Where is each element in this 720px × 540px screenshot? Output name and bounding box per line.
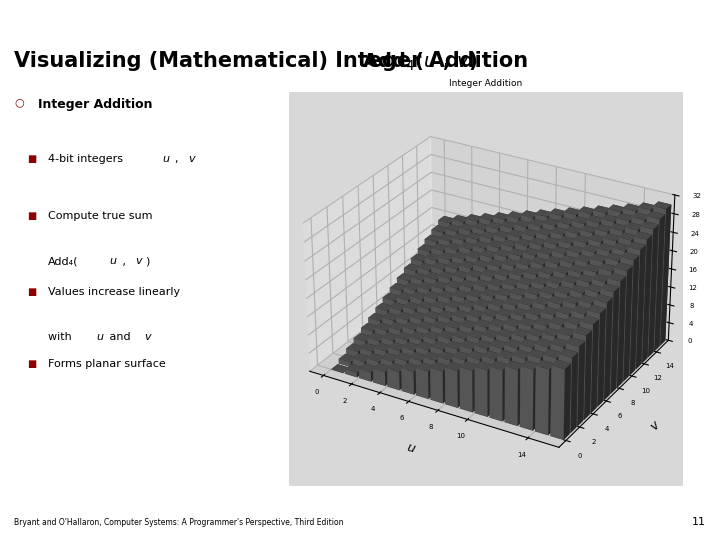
Text: v: v xyxy=(135,256,142,267)
Text: Add$_4$($\it{u}$ , $\it{v}$): Add$_4$($\it{u}$ , $\it{v}$) xyxy=(362,51,478,73)
Text: ■: ■ xyxy=(27,154,37,165)
Title: Integer Addition: Integer Addition xyxy=(449,79,523,88)
Text: 4-bit integers: 4-bit integers xyxy=(48,154,127,165)
Text: ): ) xyxy=(145,256,150,267)
Text: Carnegie Mellon: Carnegie Mellon xyxy=(589,11,706,24)
Text: v: v xyxy=(144,332,150,342)
Text: with: with xyxy=(48,332,76,342)
Text: Integer Addition: Integer Addition xyxy=(37,98,152,111)
Y-axis label: $\it{v}$: $\it{v}$ xyxy=(647,417,663,434)
Text: Visualizing (Mathematical) Integer Addition: Visualizing (Mathematical) Integer Addit… xyxy=(14,51,528,71)
Text: ■: ■ xyxy=(27,287,37,297)
Text: Add₄(: Add₄( xyxy=(48,256,78,267)
Text: ,: , xyxy=(120,256,130,267)
X-axis label: $\it{u}$: $\it{u}$ xyxy=(405,441,418,456)
Text: u: u xyxy=(96,332,103,342)
Text: ,: , xyxy=(175,154,182,165)
Text: v: v xyxy=(188,154,194,165)
Text: u: u xyxy=(109,256,116,267)
Text: Values increase linearly: Values increase linearly xyxy=(48,287,180,297)
Text: ■: ■ xyxy=(27,211,37,221)
Text: ○: ○ xyxy=(14,98,24,108)
Text: and: and xyxy=(107,332,135,342)
Text: 11: 11 xyxy=(692,517,706,528)
Text: u: u xyxy=(162,154,169,165)
Text: Compute true sum: Compute true sum xyxy=(48,211,153,221)
Text: Bryant and O'Hallaron, Computer Systems: A Programmer's Perspective, Third Editi: Bryant and O'Hallaron, Computer Systems:… xyxy=(14,518,344,527)
Text: Forms planar surface: Forms planar surface xyxy=(48,359,166,369)
Text: ■: ■ xyxy=(27,359,37,369)
